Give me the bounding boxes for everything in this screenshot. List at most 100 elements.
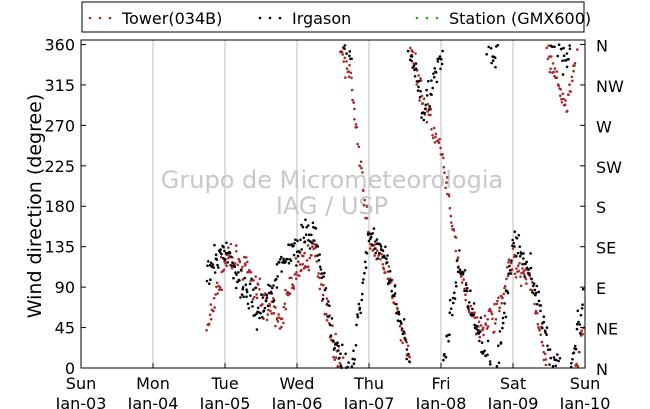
data-point [238,260,242,264]
data-point [462,278,465,281]
data-point [214,293,217,296]
data-point [578,350,581,354]
data-point [412,64,416,67]
data-point [335,343,339,347]
y-tick-label-compass: N [596,360,608,379]
y-tick-label-compass: NW [596,77,624,96]
data-point [266,304,270,308]
data-point [275,263,279,266]
data-point [318,253,322,256]
data-point [463,287,466,291]
data-point [234,286,238,290]
data-point [534,312,537,315]
data-point [530,277,533,281]
data-point [545,333,548,337]
data-point [486,325,490,328]
y-tick-label: 45 [55,319,75,338]
data-point [560,97,563,101]
data-point [480,341,484,344]
data-point [304,218,307,222]
data-point [253,295,256,299]
data-point [345,52,348,55]
data-point [397,310,401,314]
data-point [510,259,513,263]
data-point [342,60,346,63]
data-point [515,254,518,258]
data-point [438,55,442,58]
legend-marker [435,16,439,20]
data-point [296,239,299,242]
data-point [350,76,353,80]
data-point [270,312,274,315]
data-point [300,268,303,272]
data-point [548,348,552,351]
data-point [564,99,567,102]
data-point [357,302,361,306]
data-point [352,349,355,353]
data-point [483,314,487,318]
data-point [212,266,215,269]
data-point [298,274,301,278]
data-point [352,101,356,104]
data-point [313,254,317,258]
data-point [556,54,559,58]
data-point [280,255,283,259]
data-point [497,296,500,300]
data-point [217,266,220,269]
x-tick-label-date: Jan-08 [415,394,467,409]
data-point [343,44,347,47]
data-point [360,166,363,170]
data-point [308,233,311,236]
data-point [318,276,321,280]
data-point [212,296,216,300]
data-point [575,322,579,326]
data-point [384,245,387,249]
data-point [356,313,359,316]
data-point [233,262,237,265]
x-tick-label-date: Jan-09 [487,394,539,409]
data-point [525,260,528,264]
data-point [320,283,323,286]
data-point [359,160,363,163]
data-point [568,44,571,47]
data-point [259,312,262,315]
data-point [424,103,428,107]
data-point [393,294,396,298]
x-tick-label-date: Jan-05 [199,394,251,409]
data-point [537,290,540,294]
data-point [220,288,223,292]
data-point [479,324,483,327]
data-point [431,134,434,137]
data-point [568,83,571,86]
data-point [517,269,521,273]
data-point [313,239,316,242]
data-point [554,364,558,368]
data-point [529,266,533,270]
data-point [501,326,504,330]
data-point [562,54,566,57]
data-point [292,285,295,288]
data-point [284,288,287,292]
data-point [494,317,498,321]
data-point [522,252,525,255]
data-point [406,344,410,348]
data-point [364,266,368,270]
data-point [269,284,272,288]
data-point [261,315,264,319]
data-point [400,322,403,325]
y-axis-title: Wind direction (degree) [24,94,46,319]
data-point [314,227,318,230]
data-point [576,48,579,51]
data-point [498,306,502,310]
data-point [425,120,429,124]
data-point [263,306,267,310]
data-point [486,318,490,321]
data-point [516,251,520,255]
data-point [574,347,578,351]
data-point [381,249,385,252]
data-point [434,135,437,139]
data-point [458,268,462,272]
data-point [474,327,478,330]
data-point [534,291,538,295]
data-point [275,316,279,320]
